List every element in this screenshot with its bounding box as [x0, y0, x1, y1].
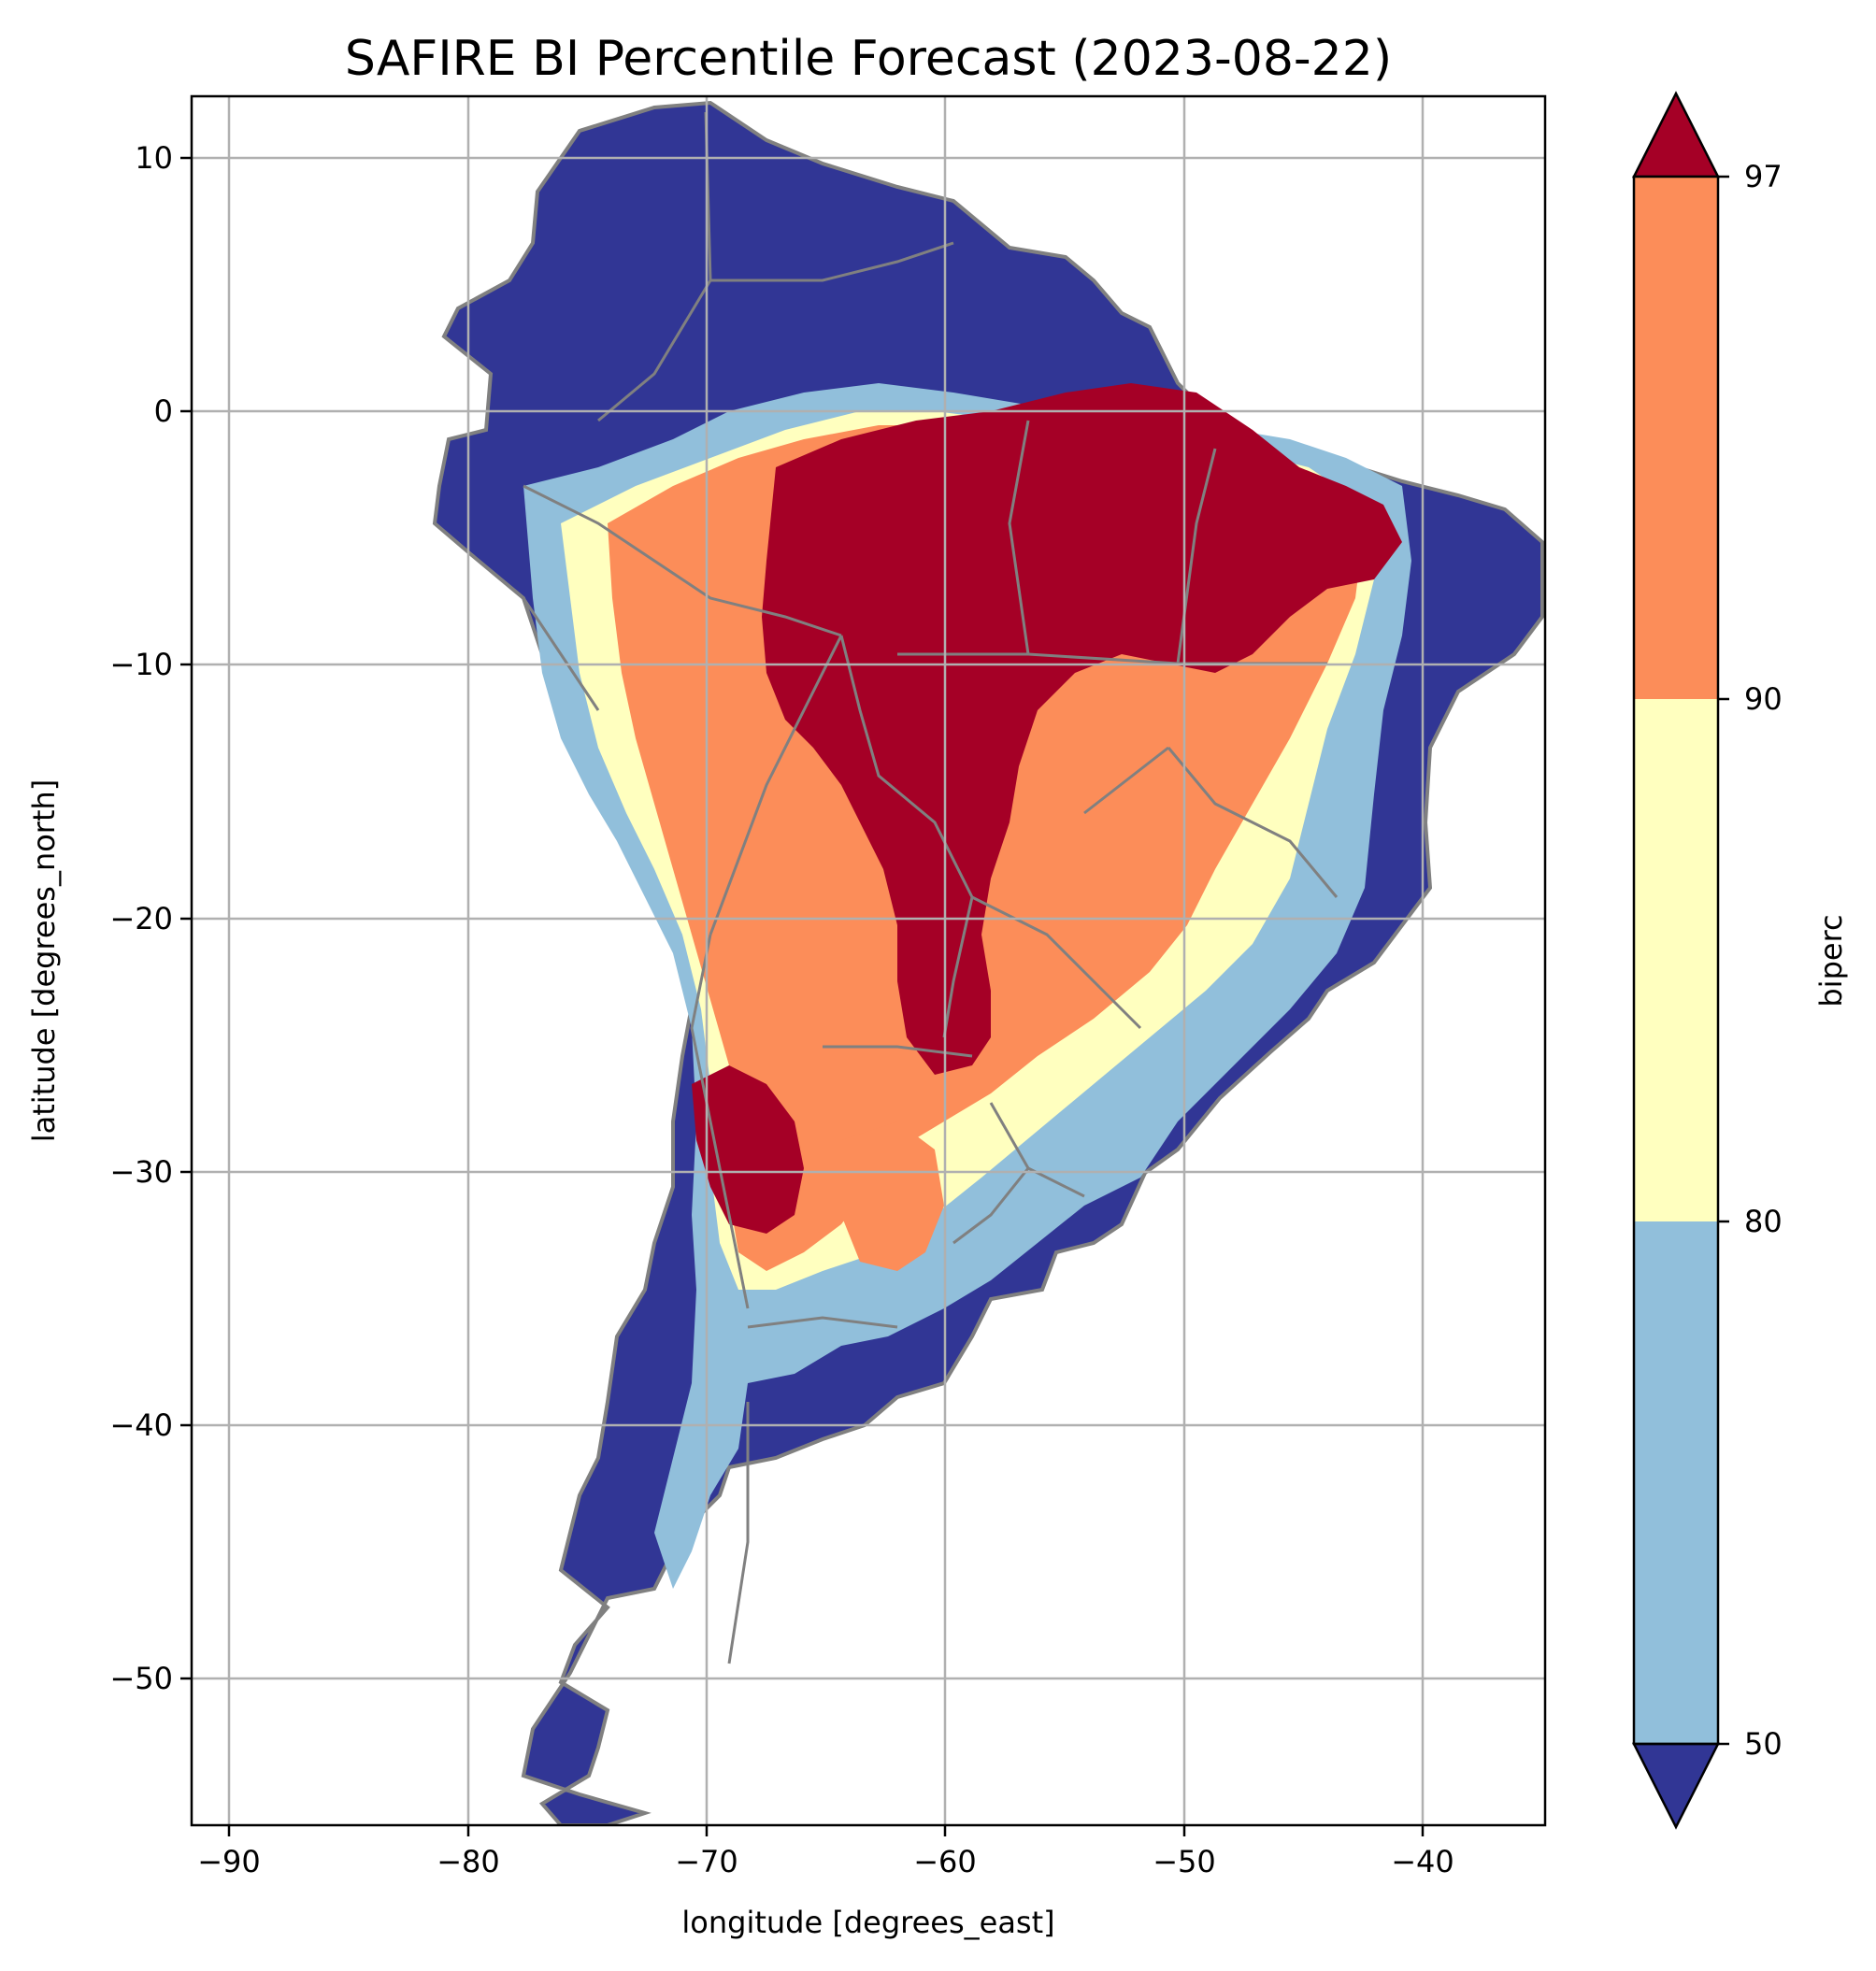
colorbar-tick-label: 80 [1744, 1204, 1783, 1239]
y-tick-label: 10 [135, 140, 173, 176]
y-tick-label: −30 [109, 1154, 173, 1190]
axes-frame [190, 94, 1547, 1827]
x-tick-label: −50 [1153, 1844, 1216, 1879]
x-axis-label: longitude [degrees_east] [681, 1905, 1054, 1940]
x-axis: −90 −80 −70 −60 −50 −40 [197, 1825, 1454, 1879]
x-tick-label: −80 [437, 1844, 500, 1879]
y-tick-label: −20 [109, 901, 173, 936]
colorbar-frame [1632, 175, 1720, 1746]
chart-title: SAFIRE BI Percentile Forecast (2023-08-2… [345, 31, 1392, 87]
colorbar-tick-label: 97 [1744, 159, 1783, 194]
colorbar-tick-label: 50 [1744, 1726, 1783, 1762]
region-above-97-south [692, 1065, 804, 1234]
colorbar-bin-90-97 [1634, 177, 1718, 699]
colorbar-tick-label: 90 [1744, 681, 1783, 717]
y-tick-label: 0 [154, 393, 173, 429]
colorbar-extend-bottom [1631, 1742, 1721, 1830]
region-90-97-south [841, 1121, 944, 1271]
colorbar: 97 90 80 50 biperc [1631, 91, 1849, 1830]
x-tick-label: −90 [197, 1844, 261, 1879]
x-tick-label: −40 [1391, 1844, 1454, 1879]
y-tick-label: −40 [109, 1407, 173, 1443]
y-tick-label: −50 [109, 1661, 173, 1696]
map-layer [432, 100, 1544, 1825]
y-axis: 10 0 −10 −20 −30 −40 −50 [109, 140, 192, 1696]
gridlines [192, 96, 1545, 1825]
colorbar-bin-80-90 [1634, 699, 1718, 1221]
x-tick-label: −60 [913, 1844, 977, 1879]
colorbar-label: biperc [1813, 914, 1849, 1007]
x-tick-label: −70 [675, 1844, 738, 1879]
y-tick-label: −10 [109, 647, 173, 682]
country-borders [522, 111, 1339, 1664]
y-axis-label: latitude [degrees_north] [26, 779, 62, 1143]
colorbar-bin-50-80 [1634, 1221, 1718, 1744]
colorbar-extend-top [1631, 91, 1721, 179]
region-above-97 [762, 383, 1402, 1075]
